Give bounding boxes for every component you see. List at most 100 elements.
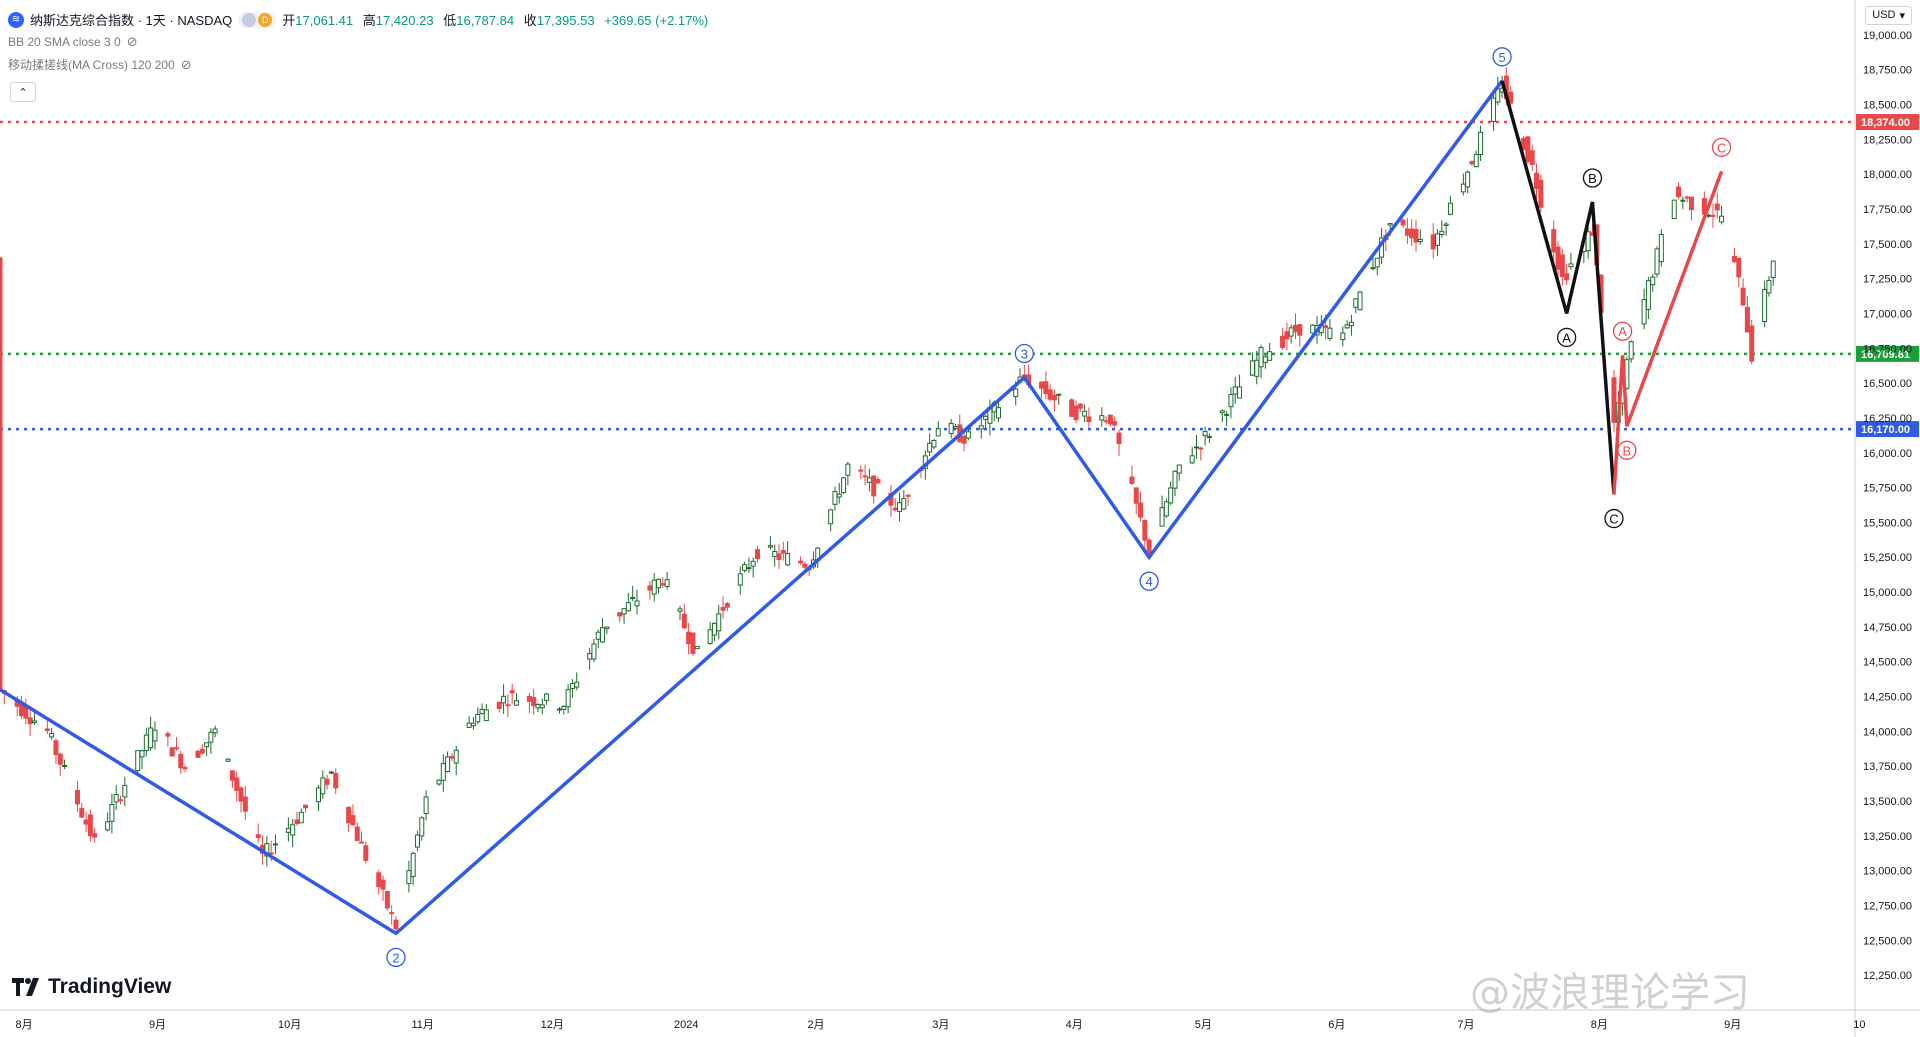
candle-body	[1508, 91, 1514, 104]
y-tick-label: 18,250.00	[1863, 134, 1912, 146]
candle-body	[363, 845, 369, 861]
candle-body	[234, 777, 240, 791]
candle-body	[152, 729, 158, 742]
x-tick-label: 7月	[1457, 1019, 1474, 1031]
indicator-ma-cross[interactable]: 移动揉搓线(MA Cross) 120 200 ⊘	[8, 56, 192, 73]
price-tag	[1856, 421, 1919, 438]
y-tick-label: 17,000.00	[1863, 308, 1912, 320]
eye-hidden-icon[interactable]: ⊘	[180, 56, 192, 72]
candle-body	[1323, 325, 1329, 329]
horizontal-price-lines[interactable]: 18,374.00 16,709.81 16,170.00	[0, 0, 1919, 438]
tradingview-logo[interactable]: TradingView	[12, 975, 171, 999]
candle-body	[264, 843, 270, 857]
candle-body	[1357, 291, 1363, 311]
y-tick-label: 13,500.00	[1863, 796, 1912, 808]
candle-body	[414, 834, 420, 848]
sub-wave-line[interactable]	[1612, 170, 1724, 495]
candle-body	[600, 627, 606, 643]
candle-body	[122, 784, 128, 798]
candle-body	[113, 794, 119, 803]
x-tick-label: 5月	[1195, 1019, 1212, 1031]
impulse-wave-label: 5	[1498, 50, 1505, 65]
sub-wave-label-circle	[1617, 440, 1637, 460]
candle-body	[711, 622, 717, 636]
candle-body	[208, 731, 214, 743]
candle-body	[148, 727, 154, 749]
eye-hidden-icon[interactable]: ⊘	[126, 34, 138, 49]
y-tick-label: 12,500.00	[1863, 935, 1912, 947]
candle-body	[195, 750, 201, 758]
candle-body	[410, 852, 416, 877]
candle-body	[1051, 394, 1057, 401]
candle-body	[1163, 501, 1169, 517]
elliott-wave-lines[interactable]: 2 3 4 5 A B C A B C	[0, 47, 1732, 968]
currency-selector[interactable]: USD ▾	[1865, 6, 1912, 25]
candle-body	[470, 722, 476, 727]
candle-body	[57, 753, 63, 765]
candle-body	[505, 704, 511, 707]
y-tick-label: 18,750.00	[1863, 65, 1912, 77]
candle-body	[393, 919, 399, 930]
ohlc-values: 开17,061.41 高17,420.23 低16,787.84 收17,395…	[282, 10, 714, 29]
candle-body	[1133, 487, 1139, 504]
collapse-legend-button[interactable]: ⌃	[10, 82, 36, 102]
candle-body	[496, 701, 502, 709]
candle-body	[483, 709, 489, 722]
candle-body	[445, 756, 451, 772]
candle-body	[1082, 410, 1088, 417]
x-tick-label: 6月	[1328, 1019, 1345, 1031]
price-tag-label: 16,709.81	[1861, 349, 1910, 361]
y-tick-label: 18,500.00	[1863, 99, 1912, 111]
candle-body	[419, 817, 425, 837]
candle-body	[681, 613, 687, 629]
impulse-wave-line[interactable]	[0, 79, 1504, 936]
candle-body	[892, 507, 898, 511]
candle-body	[1628, 341, 1634, 360]
candle-body	[423, 796, 429, 814]
candle-body	[1344, 324, 1350, 329]
tradingview-mark-icon	[12, 978, 39, 996]
candle-body	[406, 870, 412, 885]
candle-body	[724, 603, 730, 608]
candle-body	[1766, 279, 1772, 294]
candle-body	[1228, 394, 1234, 408]
candle-body	[199, 748, 205, 754]
candle-body	[350, 815, 356, 826]
candle-body	[569, 683, 575, 689]
candle-body	[901, 498, 907, 510]
candle-body	[1280, 335, 1286, 348]
candle-body	[1409, 228, 1415, 239]
candle-body	[255, 834, 261, 839]
x-tick-label: 8月	[16, 1019, 33, 1031]
candle-body	[290, 824, 296, 836]
candle-body	[1103, 420, 1109, 423]
candle-body	[587, 653, 593, 660]
y-tick-label: 14,500.00	[1863, 657, 1912, 669]
candle-body	[1710, 214, 1716, 217]
candle-body	[1159, 507, 1165, 527]
y-tick-label: 14,250.00	[1863, 692, 1912, 704]
correction-wave-label: A	[1562, 330, 1571, 345]
candle-body	[539, 704, 545, 709]
candle-body	[591, 643, 597, 660]
candle-body	[875, 479, 881, 484]
indicator-bb-label: BB 20 SMA close 3 0	[8, 35, 121, 49]
candle-body	[1688, 196, 1694, 211]
candle-body	[1374, 257, 1380, 268]
candle-body	[935, 428, 941, 437]
candle-body	[1538, 179, 1544, 208]
symbol-title[interactable]: 纳斯达克综合指数 · 1天 · NASDAQ	[30, 13, 233, 28]
candle-body	[83, 819, 89, 825]
candle-body	[1327, 327, 1333, 339]
price-tag-label: 16,170.00	[1861, 424, 1910, 436]
candle-body	[1168, 487, 1174, 504]
correction-wave-line[interactable]	[1500, 80, 1616, 495]
candle-body	[905, 494, 911, 497]
candle-body	[1193, 446, 1199, 449]
candle-body	[1676, 186, 1682, 198]
chevron-down-icon: ▾	[1899, 10, 1905, 22]
candle-body	[182, 767, 188, 770]
indicator-bb[interactable]: BB 20 SMA close 3 0 ⊘	[8, 34, 138, 50]
candle-body	[1559, 254, 1565, 278]
